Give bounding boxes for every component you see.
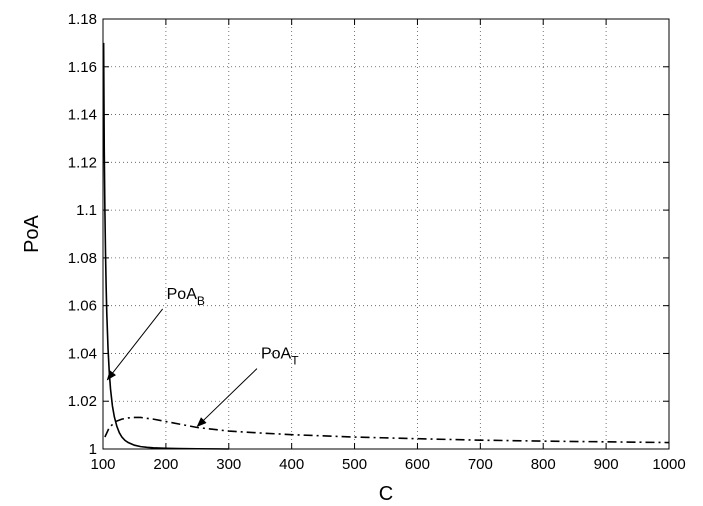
- y-tick-label: 1.1: [76, 202, 97, 219]
- annotation-arrow: [106, 308, 164, 381]
- y-tick-label: 1.08: [68, 250, 97, 267]
- ticks: [102, 18, 670, 450]
- x-tick-label: 700: [468, 456, 493, 473]
- annotations: PoAB PoAT: [106, 286, 299, 428]
- x-tick-label: 1000: [652, 456, 685, 473]
- y-tick-label: 1.12: [68, 154, 97, 171]
- x-tick-label: 600: [405, 456, 430, 473]
- x-tick-label: 300: [216, 456, 241, 473]
- y-axis-label: PoA: [21, 214, 43, 252]
- annotation-label-poa-b: PoAB: [167, 286, 205, 308]
- x-tick-label: 200: [153, 456, 178, 473]
- y-tick-label: 1.16: [68, 59, 97, 76]
- x-tick-label: 900: [594, 456, 619, 473]
- x-axis-label: C: [379, 483, 393, 505]
- x-tick-label: 800: [531, 456, 556, 473]
- y-tick-label: 1: [89, 441, 97, 458]
- series-line-poa-t: [104, 416, 670, 444]
- annotation-label-poa-t: PoAT: [261, 346, 299, 368]
- plot-background: [103, 19, 669, 449]
- plot-frame: [102, 18, 670, 450]
- y-tick-label: 1.02: [68, 393, 97, 410]
- annotation-arrow: [196, 368, 258, 428]
- x-tick-label: 500: [342, 456, 367, 473]
- y-tick-label: 1.18: [68, 11, 97, 28]
- y-tick-label: 1.14: [68, 107, 97, 124]
- tick-labels: 100 200 300 400 500 600 700 800 900 1000 1 1.02 1.04…: [68, 11, 686, 473]
- x-tick-label: 400: [279, 456, 304, 473]
- y-tick-label: 1.04: [68, 345, 97, 362]
- y-tick-label: 1.06: [68, 298, 97, 315]
- x-tick-label: 100: [90, 456, 115, 473]
